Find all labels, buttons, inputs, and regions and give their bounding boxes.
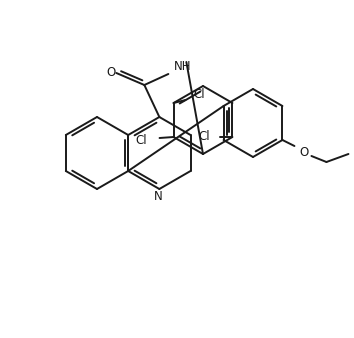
Text: Cl: Cl (136, 134, 147, 146)
Text: O: O (300, 145, 309, 159)
Text: Cl: Cl (199, 130, 210, 144)
Text: O: O (107, 66, 116, 78)
Text: N: N (154, 190, 163, 202)
Text: Cl: Cl (194, 89, 205, 101)
Text: NH: NH (173, 61, 191, 73)
